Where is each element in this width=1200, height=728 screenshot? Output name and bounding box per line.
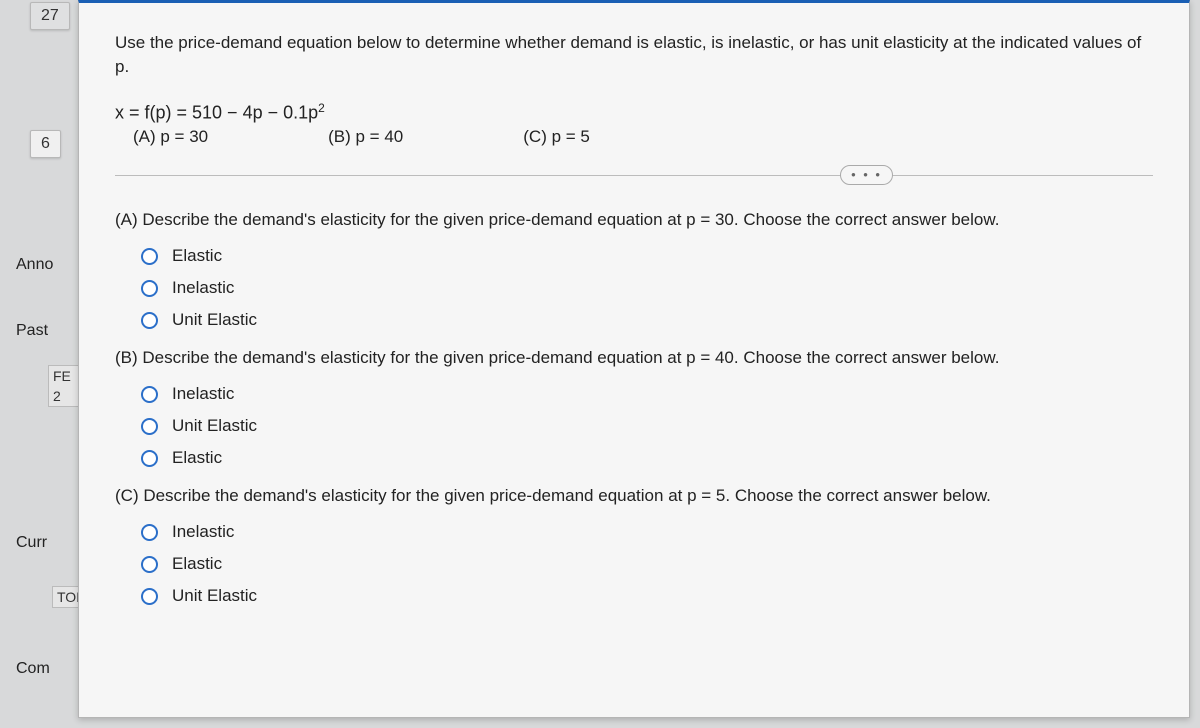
radio-icon xyxy=(141,588,158,605)
question-card: Use the price-demand equation below to d… xyxy=(78,0,1190,718)
option-c-elastic[interactable]: Elastic xyxy=(141,554,1153,574)
divider-line xyxy=(115,175,1153,176)
parts-row: (A) p = 30 (B) p = 40 (C) p = 5 xyxy=(133,127,1153,147)
sidebar-label-current: Curr xyxy=(16,534,47,552)
question-a-text: (A) Describe the demand's elasticity for… xyxy=(115,210,1153,230)
option-a-unit-elastic[interactable]: Unit Elastic xyxy=(141,310,1153,330)
part-b-label: (B) p = 40 xyxy=(328,127,403,147)
sidebar-label-announcements: Anno xyxy=(16,256,53,274)
part-a-label: (A) p = 30 xyxy=(133,127,208,147)
option-a-inelastic[interactable]: Inelastic xyxy=(141,278,1153,298)
option-label: Unit Elastic xyxy=(172,310,257,330)
option-label: Inelastic xyxy=(172,278,234,298)
divider-wrap: • • • xyxy=(115,175,1153,176)
option-label: Elastic xyxy=(172,246,222,266)
radio-icon xyxy=(141,312,158,329)
equation-row: x = f(p) = 510 − 4p − 0.1p2 xyxy=(115,101,1153,124)
option-label: Unit Elastic xyxy=(172,416,257,436)
question-b-block: (B) Describe the demand's elasticity for… xyxy=(115,348,1153,468)
radio-icon xyxy=(141,450,158,467)
equation-text: x = f(p) = 510 − 4p − 0.1p xyxy=(115,102,318,122)
option-label: Unit Elastic xyxy=(172,586,257,606)
option-label: Elastic xyxy=(172,448,222,468)
sidebar-label-past: Past xyxy=(16,322,48,340)
question-c-options: Inelastic Elastic Unit Elastic xyxy=(141,522,1153,606)
option-label: Inelastic xyxy=(172,522,234,542)
nav-tab-6[interactable]: 6 xyxy=(30,130,61,158)
more-pill[interactable]: • • • xyxy=(840,165,893,185)
question-content: Use the price-demand equation below to d… xyxy=(79,3,1189,644)
radio-icon xyxy=(141,386,158,403)
option-c-unit-elastic[interactable]: Unit Elastic xyxy=(141,586,1153,606)
left-sidebar: 27 6 Anno Past FE 2 Curr TOD Com xyxy=(8,0,78,728)
nav-tab-27[interactable]: 27 xyxy=(30,2,70,30)
equation-exponent: 2 xyxy=(318,101,325,115)
question-c-block: (C) Describe the demand's elasticity for… xyxy=(115,486,1153,606)
sidebar-label-com: Com xyxy=(16,660,50,678)
option-b-elastic[interactable]: Elastic xyxy=(141,448,1153,468)
radio-icon xyxy=(141,280,158,297)
radio-icon xyxy=(141,556,158,573)
option-b-inelastic[interactable]: Inelastic xyxy=(141,384,1153,404)
option-label: Elastic xyxy=(172,554,222,574)
radio-icon xyxy=(141,418,158,435)
question-b-options: Inelastic Unit Elastic Elastic xyxy=(141,384,1153,468)
radio-icon xyxy=(141,248,158,265)
part-c-label: (C) p = 5 xyxy=(523,127,590,147)
option-c-inelastic[interactable]: Inelastic xyxy=(141,522,1153,542)
question-c-text: (C) Describe the demand's elasticity for… xyxy=(115,486,1153,506)
option-a-elastic[interactable]: Elastic xyxy=(141,246,1153,266)
question-a-options: Elastic Inelastic Unit Elastic xyxy=(141,246,1153,330)
radio-icon xyxy=(141,524,158,541)
question-a-block: (A) Describe the demand's elasticity for… xyxy=(115,210,1153,330)
option-b-unit-elastic[interactable]: Unit Elastic xyxy=(141,416,1153,436)
question-b-text: (B) Describe the demand's elasticity for… xyxy=(115,348,1153,368)
option-label: Inelastic xyxy=(172,384,234,404)
question-prompt: Use the price-demand equation below to d… xyxy=(115,31,1153,79)
